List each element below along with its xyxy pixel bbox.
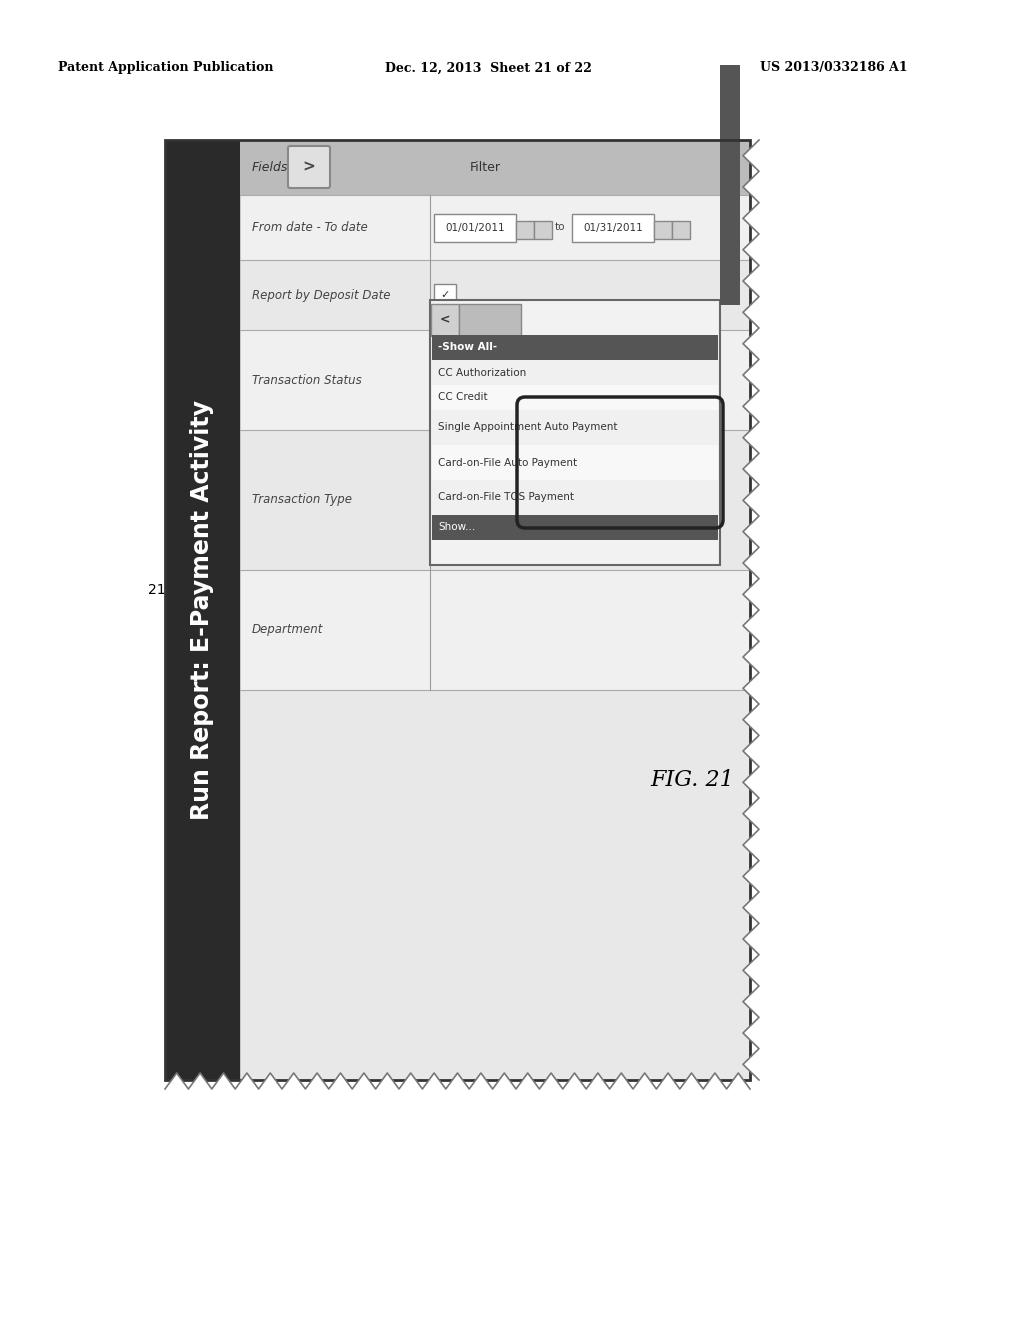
FancyBboxPatch shape: [240, 570, 750, 690]
FancyBboxPatch shape: [432, 335, 718, 360]
Text: Show...: Show...: [438, 523, 475, 532]
FancyBboxPatch shape: [240, 260, 750, 330]
FancyBboxPatch shape: [534, 220, 552, 239]
FancyBboxPatch shape: [240, 430, 750, 570]
Text: What's this?: What's this?: [435, 403, 499, 413]
Text: to: to: [555, 223, 565, 232]
Text: Run Report: E-Payment Activity: Run Report: E-Payment Activity: [190, 400, 214, 820]
Text: CC Credit: CC Credit: [438, 392, 487, 403]
FancyBboxPatch shape: [432, 445, 718, 480]
Text: 01/31/2011: 01/31/2011: [583, 223, 643, 232]
FancyBboxPatch shape: [720, 65, 740, 305]
FancyBboxPatch shape: [432, 480, 718, 515]
FancyBboxPatch shape: [434, 284, 456, 306]
FancyBboxPatch shape: [432, 385, 718, 411]
FancyBboxPatch shape: [572, 214, 654, 242]
Text: Patent Application Publication: Patent Application Publication: [58, 62, 273, 74]
Text: Card-on-File TOS Payment: Card-on-File TOS Payment: [438, 492, 574, 503]
Polygon shape: [165, 1073, 750, 1140]
FancyBboxPatch shape: [526, 366, 550, 393]
FancyBboxPatch shape: [459, 304, 521, 337]
FancyBboxPatch shape: [430, 300, 720, 565]
Text: US 2013/0332186 A1: US 2013/0332186 A1: [760, 62, 907, 74]
Text: FIG. 21: FIG. 21: [650, 770, 734, 791]
FancyBboxPatch shape: [240, 195, 750, 260]
FancyBboxPatch shape: [165, 140, 240, 1080]
Text: <: <: [439, 314, 451, 326]
Text: Filter: Filter: [470, 161, 501, 174]
Text: >: >: [532, 374, 544, 387]
Text: Card-on-File Auto Payment: Card-on-File Auto Payment: [438, 458, 578, 467]
Text: Report by Deposit Date: Report by Deposit Date: [252, 289, 390, 301]
Text: >: >: [303, 160, 315, 174]
FancyBboxPatch shape: [240, 690, 750, 1080]
FancyBboxPatch shape: [432, 360, 718, 385]
FancyBboxPatch shape: [516, 220, 534, 239]
Text: Transaction Status: Transaction Status: [252, 374, 361, 387]
Text: Fields: Fields: [252, 161, 289, 174]
FancyBboxPatch shape: [672, 220, 690, 239]
FancyBboxPatch shape: [240, 140, 750, 195]
FancyBboxPatch shape: [434, 214, 516, 242]
Text: -Show All-: -Show All-: [438, 342, 497, 352]
FancyBboxPatch shape: [431, 304, 459, 337]
Text: Transaction Type: Transaction Type: [252, 494, 352, 507]
FancyBboxPatch shape: [654, 220, 672, 239]
Text: 2100: 2100: [148, 583, 183, 597]
Text: CC Authorization: CC Authorization: [438, 367, 526, 378]
Text: Department: Department: [252, 623, 324, 636]
Text: From date - To date: From date - To date: [252, 220, 368, 234]
Text: 01/01/2011: 01/01/2011: [445, 223, 505, 232]
FancyBboxPatch shape: [432, 411, 718, 445]
FancyBboxPatch shape: [288, 147, 330, 187]
FancyBboxPatch shape: [432, 515, 718, 540]
Polygon shape: [743, 140, 810, 1080]
FancyBboxPatch shape: [434, 366, 526, 393]
Text: ✓: ✓: [440, 290, 450, 300]
FancyBboxPatch shape: [240, 330, 750, 430]
Text: Single Appointment Auto Payment: Single Appointment Auto Payment: [438, 422, 617, 433]
FancyBboxPatch shape: [240, 140, 750, 1080]
Text: Dec. 12, 2013  Sheet 21 of 22: Dec. 12, 2013 Sheet 21 of 22: [385, 62, 592, 74]
Text: Successful: Successful: [453, 375, 508, 385]
